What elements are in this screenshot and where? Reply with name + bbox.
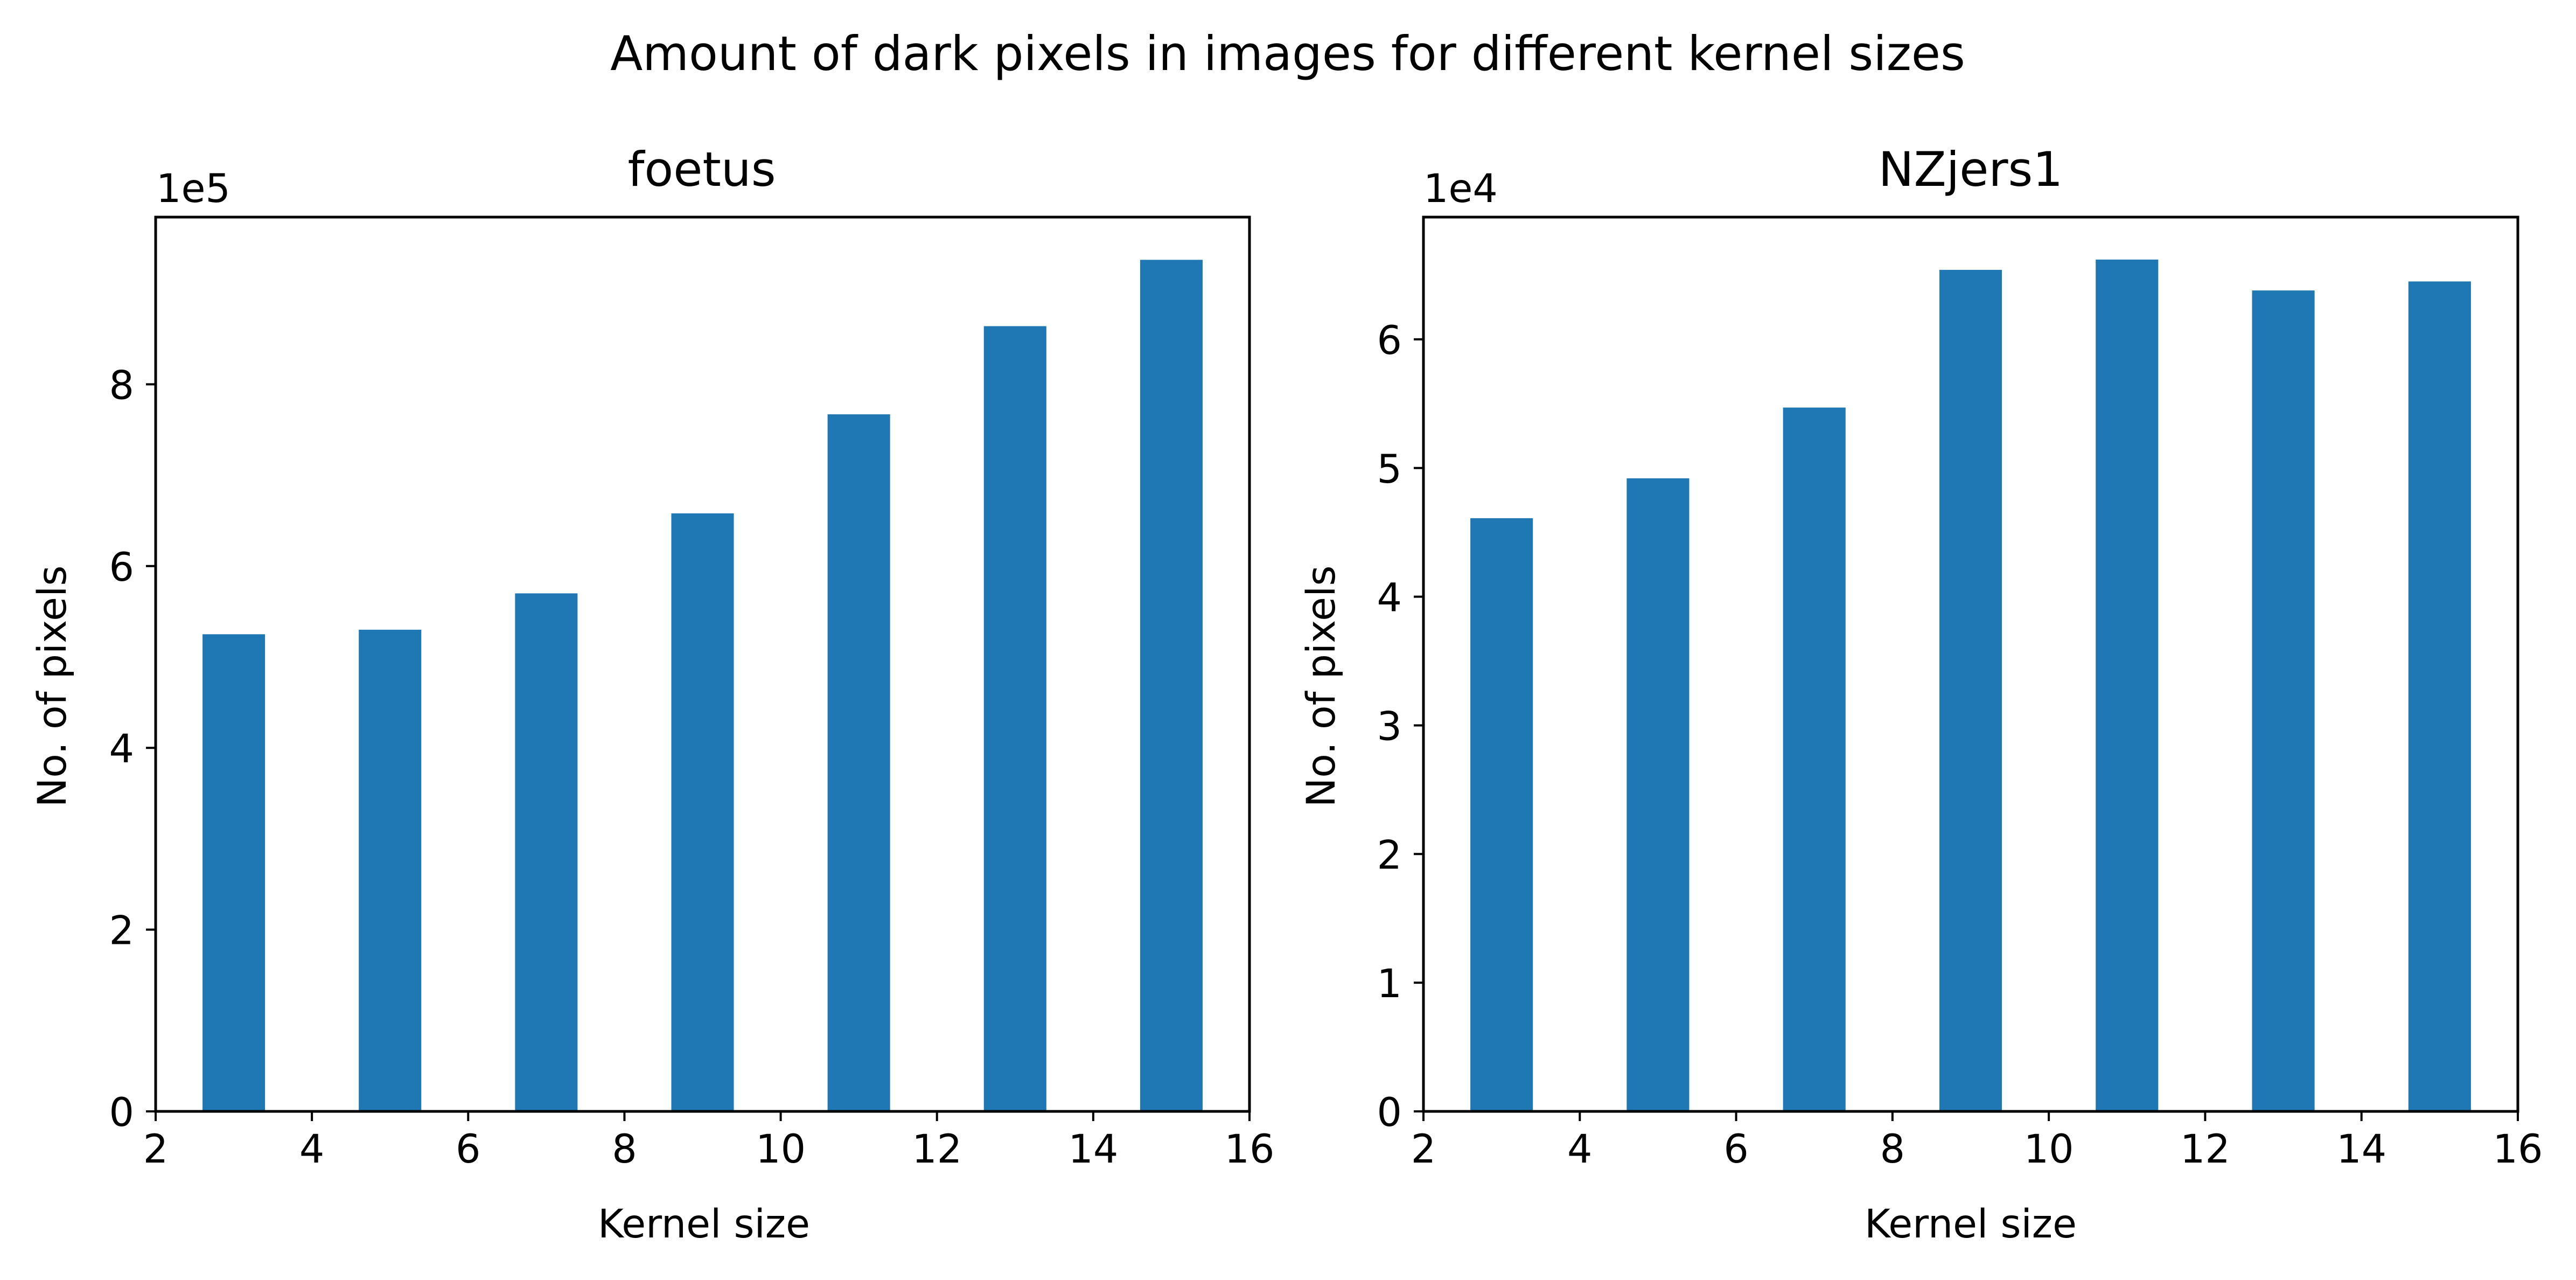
y-tick-label: 0 <box>109 1090 134 1136</box>
bar-k5 <box>1626 478 1690 1111</box>
x-tick-label: 12 <box>2180 1126 2230 1172</box>
x-axis-label: Kernel size <box>598 1201 810 1247</box>
x-tick-label: 10 <box>2024 1126 2074 1172</box>
chart-title: foetus <box>627 142 776 197</box>
bar-k5 <box>359 629 422 1111</box>
y-tick-label: 4 <box>109 726 134 772</box>
x-tick-label: 10 <box>756 1126 806 1172</box>
bar-k9 <box>671 513 734 1111</box>
y-tick-label: 4 <box>1377 575 1402 621</box>
x-tick-label: 8 <box>612 1126 637 1172</box>
bar-k15 <box>1140 260 1203 1112</box>
bar-group <box>203 260 1203 1112</box>
y-tick-group: 0 1 2 3 4 5 6 <box>1377 318 1423 1136</box>
bar-k11 <box>2096 259 2159 1112</box>
x-tick-label: 4 <box>1567 1126 1592 1172</box>
bar-k7 <box>515 593 578 1111</box>
y-tick-label: 0 <box>1377 1090 1402 1136</box>
bar-k13 <box>983 326 1046 1112</box>
y-tick-label: 1 <box>1377 961 1402 1007</box>
bar-k7 <box>1783 407 1846 1112</box>
y-tick-label: 6 <box>1377 318 1402 364</box>
x-tick-label: 14 <box>1068 1126 1118 1172</box>
x-tick-label: 4 <box>299 1126 324 1172</box>
y-axis-label: No. of pixels <box>1299 566 1344 808</box>
y-offset-label: 1e5 <box>156 166 231 212</box>
bar-k15 <box>2408 281 2471 1111</box>
bar-k11 <box>827 414 890 1112</box>
chart-panel-nzjers1: NZjers1 1e4 No. of pixels Kernel size 2 4… <box>1299 142 2543 1247</box>
bar-group <box>1470 259 2471 1112</box>
y-tick-label: 2 <box>1377 832 1402 878</box>
plot-frame <box>1422 215 2519 1113</box>
x-tick-label: 16 <box>2493 1126 2543 1172</box>
y-tick-label: 6 <box>109 545 134 590</box>
plot-frame <box>154 215 1251 1113</box>
chart-panel-foetus: foetus 1e5 No. of pixels Kernel size 2 4 6… <box>30 142 1274 1247</box>
y-tick-label: 3 <box>1377 704 1402 749</box>
x-tick-group: 2 4 6 8 10 12 14 16 <box>1411 1111 2543 1172</box>
bar-k9 <box>1939 269 2002 1111</box>
y-axis-label: No. of pixels <box>30 566 75 808</box>
x-tick-label: 2 <box>143 1126 168 1172</box>
figure-suptitle: Amount of dark pixels in images for diff… <box>610 26 1965 81</box>
chart-title: NZjers1 <box>1879 142 2063 197</box>
x-tick-label: 6 <box>456 1126 480 1172</box>
y-offset-label: 1e4 <box>1423 166 1498 212</box>
x-tick-label: 14 <box>2336 1126 2386 1172</box>
x-tick-label: 8 <box>1880 1126 1905 1172</box>
y-tick-label: 8 <box>109 363 134 408</box>
bar-k13 <box>2252 290 2315 1112</box>
y-tick-label: 5 <box>1377 447 1402 492</box>
bar-k3 <box>203 634 266 1111</box>
bar-k3 <box>1470 518 1533 1111</box>
y-tick-label: 2 <box>109 908 134 954</box>
x-tick-label: 2 <box>1411 1126 1436 1172</box>
x-tick-label: 12 <box>912 1126 962 1172</box>
x-tick-group: 2 4 6 8 10 12 14 16 <box>143 1111 1275 1172</box>
x-tick-label: 6 <box>1723 1126 1748 1172</box>
y-tick-group: 0 2 4 6 8 <box>109 363 156 1136</box>
x-tick-label: 16 <box>1225 1126 1275 1172</box>
x-axis-label: Kernel size <box>1865 1201 2077 1247</box>
